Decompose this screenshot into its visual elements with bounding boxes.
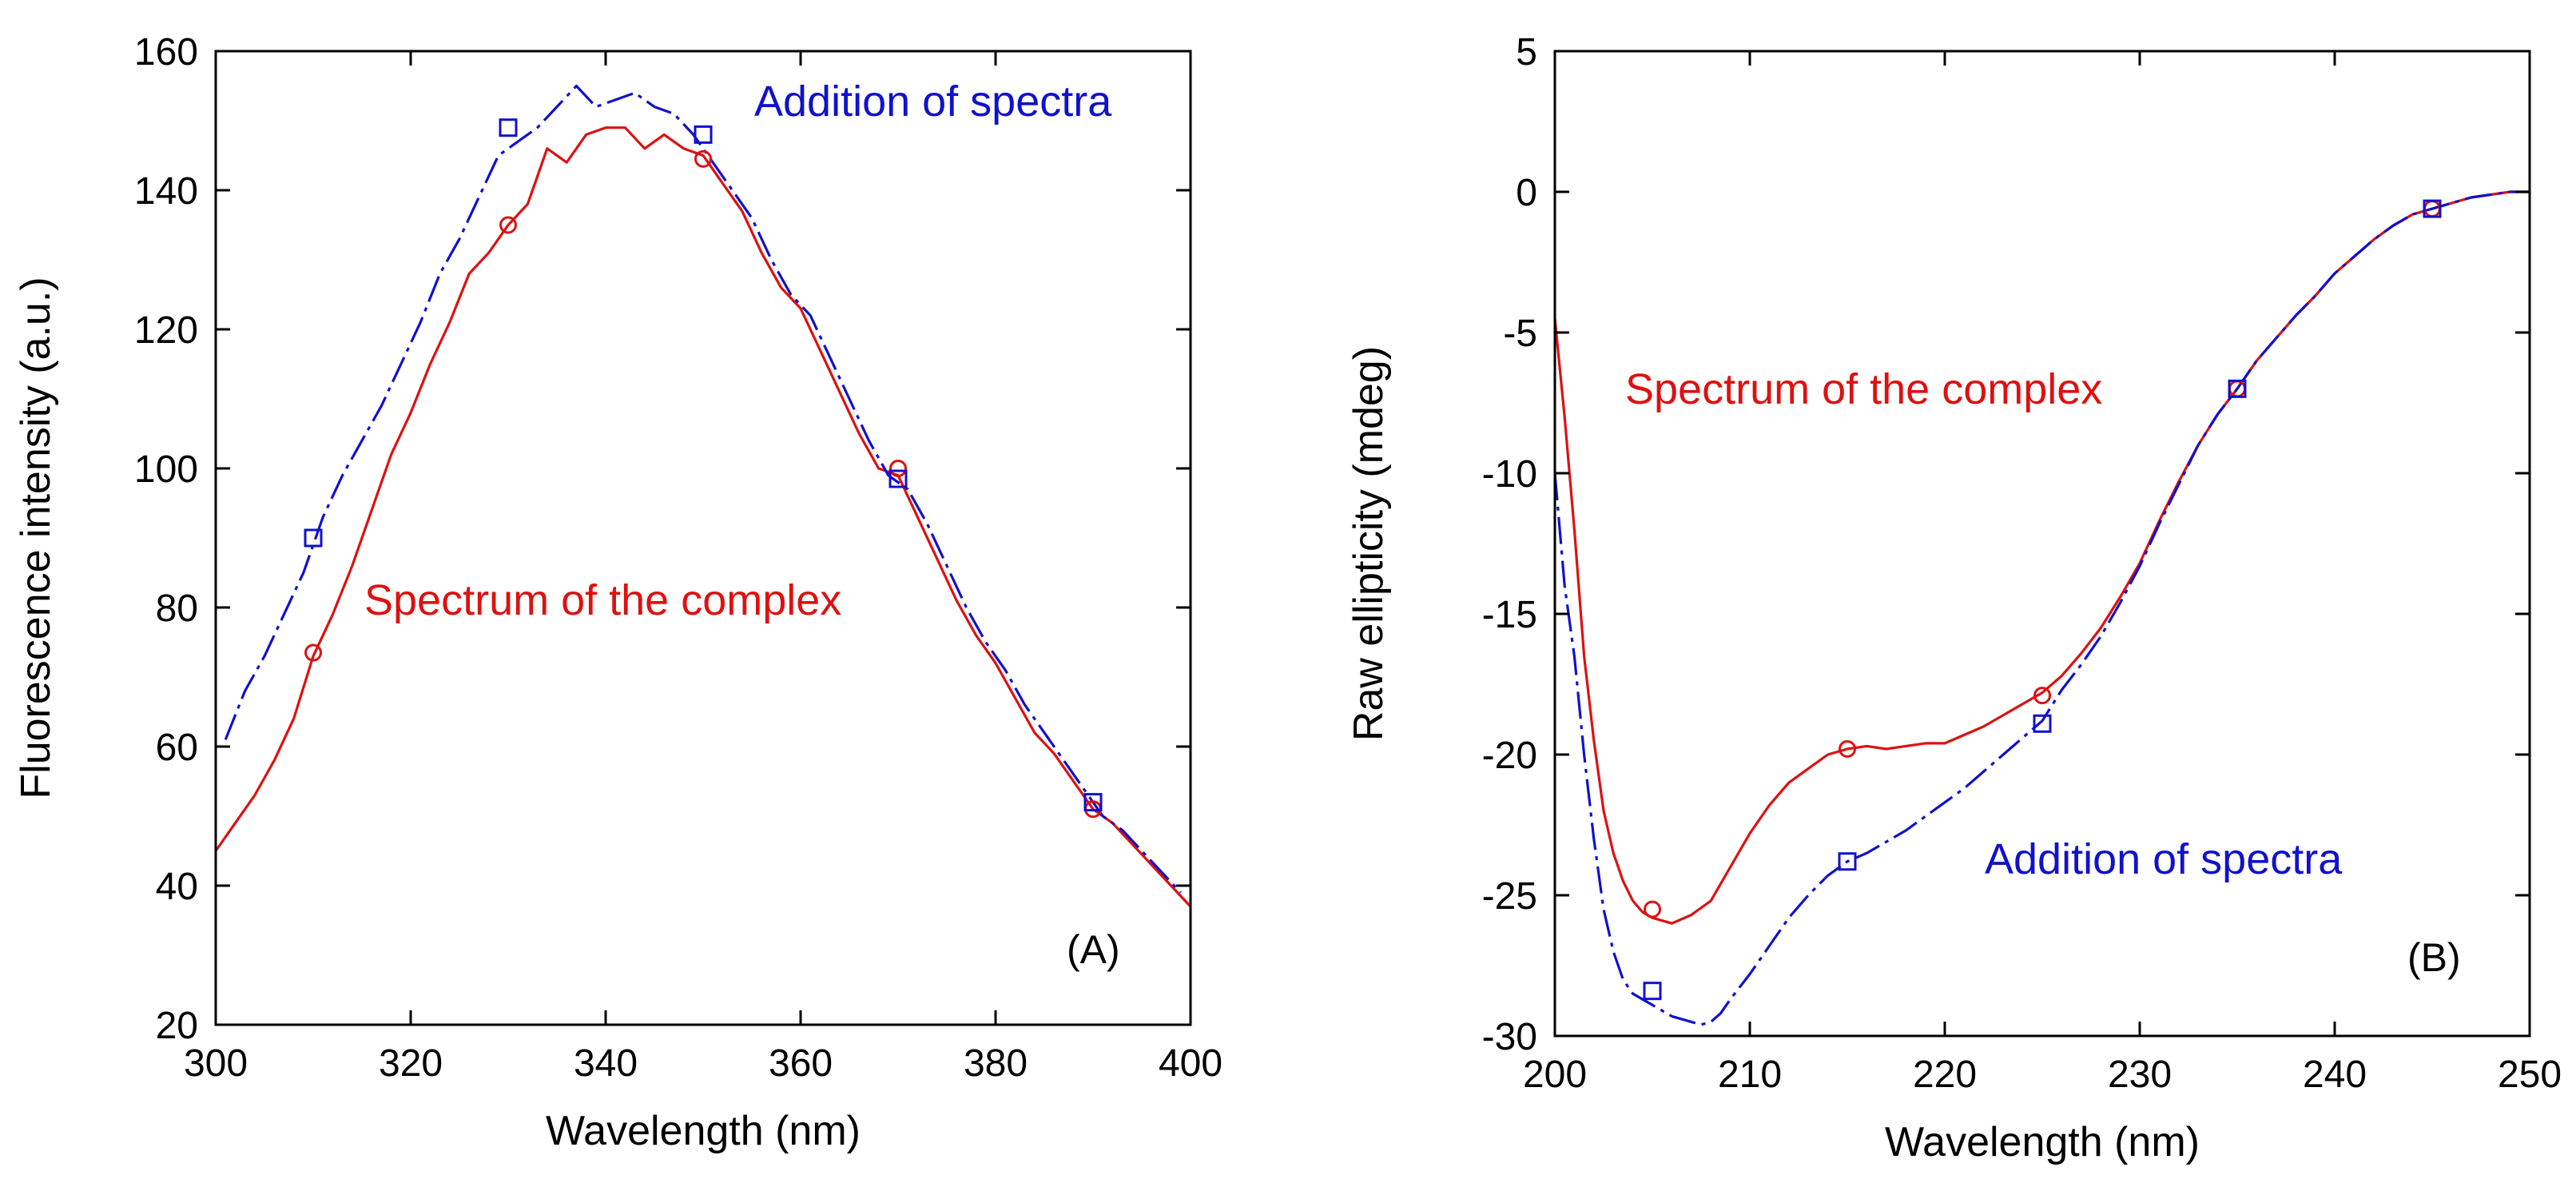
- y-tick-label: 5: [1516, 31, 1537, 74]
- marker-square-addition: [1838, 852, 1857, 871]
- y-tick-label: 60: [156, 727, 198, 769]
- marker-circle-complex: [889, 460, 907, 477]
- y-tick-label: -30: [1482, 1016, 1537, 1058]
- y-tick-label: -5: [1503, 313, 1537, 355]
- x-tick-label: 250: [2498, 1054, 2562, 1096]
- marker-circle-complex: [1839, 739, 1856, 758]
- y-tick-label: 80: [156, 588, 198, 630]
- plot-frame: [214, 50, 1192, 1026]
- marker-square-addition: [499, 118, 518, 137]
- marker-circle-complex: [2033, 687, 2051, 705]
- y-tick-label: 40: [156, 866, 198, 908]
- panel-label: (B): [2407, 935, 2461, 980]
- y-tick-label: -10: [1482, 453, 1537, 496]
- x-tick-label: 340: [574, 1042, 638, 1085]
- y-axis-title: Fluorescence intensity (a.u.): [13, 277, 59, 799]
- panel-a-fluorescence-chart: 300 320 340 360 380 400 20 40 60 80 100 120 140 160 Wa…: [13, 31, 1222, 1154]
- x-tick-label: 240: [2303, 1054, 2367, 1096]
- marker-square-addition: [1643, 982, 1662, 1001]
- y-tick-label: 20: [156, 1005, 198, 1047]
- y-tick-label: -15: [1482, 594, 1537, 636]
- x-tick-label: 300: [184, 1042, 248, 1085]
- y-axis-title: Raw ellipticity (mdeg): [1346, 346, 1392, 741]
- marker-square-addition: [2228, 379, 2247, 398]
- marker-circle-complex: [499, 216, 517, 234]
- x-tick-label: 360: [769, 1042, 833, 1085]
- plot-area: [1555, 190, 2530, 1026]
- marker-circle-complex: [304, 643, 322, 662]
- x-tick-label: 210: [1718, 1054, 1782, 1096]
- y-tick-label: 120: [134, 309, 198, 352]
- marker-square-addition: [888, 469, 908, 488]
- x-tick-label: 200: [1523, 1054, 1587, 1096]
- series-line-addition: [224, 84, 1182, 894]
- y-tick-label: 140: [134, 170, 198, 213]
- y-tick-label: -25: [1482, 875, 1537, 918]
- x-tick-label: 220: [1913, 1054, 1977, 1096]
- annotation-addition: Addition of spectra: [1985, 835, 2343, 883]
- x-axis-title: Wavelength (nm): [1885, 1119, 2200, 1165]
- x-axis-title: Wavelength (nm): [546, 1108, 861, 1154]
- plot-area: [216, 84, 1191, 908]
- marker-square-addition: [304, 528, 323, 548]
- x-tick-label: 230: [2108, 1054, 2172, 1096]
- x-tick-label: 400: [1159, 1042, 1222, 1085]
- annotation-addition: Addition of spectra: [754, 78, 1112, 125]
- annotation-complex: Spectrum of the complex: [1625, 365, 2102, 413]
- panel-label: (A): [1067, 927, 1120, 972]
- y-tick-label: 160: [134, 31, 198, 74]
- series-line-addition: [1555, 190, 2530, 1026]
- y-tick-label: 0: [1516, 172, 1537, 214]
- series-line-complex: [216, 126, 1191, 908]
- x-tick-label: 380: [964, 1042, 1028, 1085]
- marker-square-addition: [2423, 199, 2442, 218]
- marker-square-addition: [1083, 793, 1103, 812]
- panel-b-cd-chart: 200 210 220 230 240 250 -30 -25 -20 -15 -10 -5 0 5 Wav…: [1346, 31, 2562, 1165]
- marker-circle-complex: [694, 149, 712, 168]
- annotation-complex: Spectrum of the complex: [364, 576, 841, 624]
- plot-frame: [1553, 50, 2531, 1038]
- marker-circle-complex: [1644, 900, 1661, 918]
- marker-square-addition: [694, 125, 713, 144]
- x-tick-label: 320: [379, 1042, 443, 1085]
- marker-square-addition: [2033, 714, 2052, 733]
- y-tick-label: -20: [1482, 735, 1537, 777]
- y-tick-label: 100: [134, 448, 198, 491]
- series-line-complex: [1555, 190, 2530, 925]
